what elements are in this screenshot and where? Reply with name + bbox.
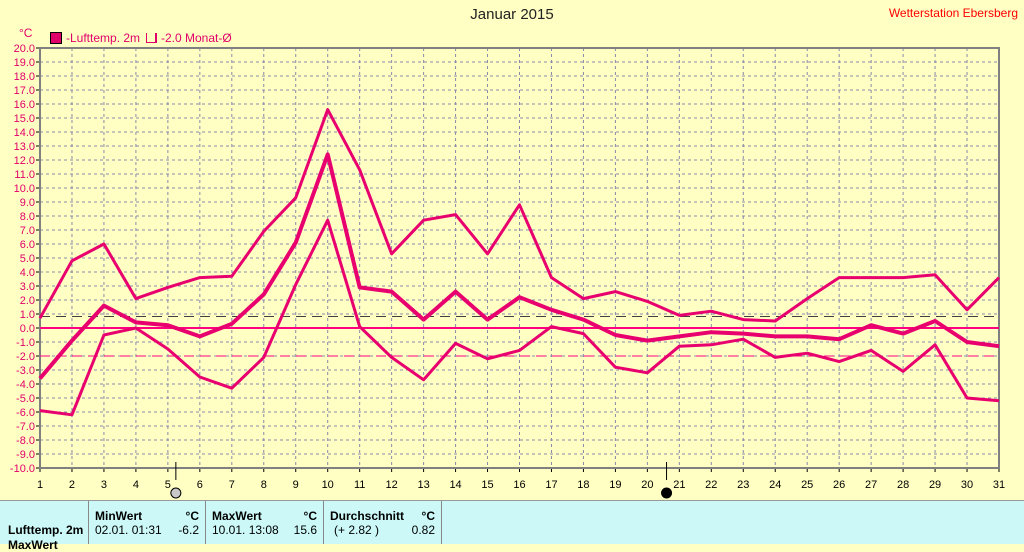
max-value: 15.6 <box>293 523 317 537</box>
x-tick-label: 20 <box>641 479 653 491</box>
row2-label: MaxWert <box>8 538 58 552</box>
y-unit: °C <box>19 26 33 40</box>
avg-diff: (+ 2.82 ) <box>334 523 380 537</box>
x-tick-label: 28 <box>897 479 909 491</box>
x-tick-label: 22 <box>705 479 717 491</box>
y-tick-label: 6.0 <box>20 239 35 251</box>
stats-table: Lufttemp. 2m MaxWert MinWert °C 02.01. 01… <box>0 500 1024 552</box>
min-time: 02.01. 01:31 <box>95 523 162 537</box>
x-tick-label: 6 <box>197 479 203 491</box>
x-tick-label: 16 <box>513 479 525 491</box>
legend-label: -Lufttemp. 2m <box>66 31 141 45</box>
y-tick-label: 7.0 <box>20 225 35 237</box>
y-tick-label: -5.0 <box>16 393 35 405</box>
y-tick-label: -2.0 <box>16 351 35 363</box>
x-tick-label: 9 <box>293 479 299 491</box>
legend-item-avg: -2.0 Monat-Ø <box>146 31 232 45</box>
x-tick-label: 27 <box>865 479 877 491</box>
y-tick-label: -4.0 <box>16 379 35 391</box>
x-tick-label: 24 <box>769 479 781 491</box>
max-unit: °C <box>303 509 317 523</box>
x-tick-label: 15 <box>481 479 493 491</box>
x-tick-label: 13 <box>417 479 429 491</box>
full-moon-icon <box>170 487 182 499</box>
x-tick-label: 3 <box>101 479 107 491</box>
y-tick-label: 4.0 <box>20 267 35 279</box>
series-line-max <box>38 108 1001 323</box>
x-tick-label: 18 <box>577 479 589 491</box>
y-tick-label: 0.0 <box>20 323 35 335</box>
x-tick-label: 25 <box>801 479 813 491</box>
y-tick-label: 2.0 <box>20 295 35 307</box>
y-tick-label: 16.0 <box>14 99 35 111</box>
avg-header: Durchschnitt <box>330 509 405 523</box>
legend-label: -2.0 Monat-Ø <box>161 31 232 45</box>
x-tick-label: 8 <box>261 479 267 491</box>
y-tick-label: -7.0 <box>16 421 35 433</box>
x-tick-label: 4 <box>133 479 139 491</box>
y-tick-label: 15.0 <box>14 113 35 125</box>
y-tick-label: 13.0 <box>14 141 35 153</box>
y-tick-label: -10.0 <box>10 463 35 475</box>
max-time: 10.01. 13:08 <box>212 523 279 537</box>
y-tick-label: 9.0 <box>20 197 35 209</box>
x-tick-label: 2 <box>69 479 75 491</box>
y-tick-label: 10.0 <box>14 183 35 195</box>
y-tick-label: -6.0 <box>16 407 35 419</box>
y-tick-label: -1.0 <box>16 337 35 349</box>
new-moon-icon <box>661 487 673 499</box>
min-value: -6.2 <box>178 523 199 537</box>
max-header: MaxWert <box>212 509 262 523</box>
legend-item-temp: -Lufttemp. 2m <box>50 31 140 45</box>
y-tick-label: 3.0 <box>20 281 35 293</box>
x-tick-label: 7 <box>229 479 235 491</box>
x-tick-label: 17 <box>545 479 557 491</box>
y-tick-label: 20.0 <box>14 43 35 55</box>
y-tick-label: 8.0 <box>20 211 35 223</box>
chart-title: Januar 2015 <box>470 6 554 23</box>
x-tick-label: 30 <box>961 479 973 491</box>
y-tick-label: 11.0 <box>14 169 35 181</box>
plot-frame <box>39 47 1000 469</box>
x-tick-label: 26 <box>833 479 845 491</box>
y-tick-label: -9.0 <box>16 449 35 461</box>
x-tick-label: 1 <box>37 479 43 491</box>
legend-swatch <box>146 33 157 43</box>
series-line-mean <box>38 152 1000 380</box>
series-line-min <box>39 218 1000 417</box>
x-tick-label: 29 <box>929 479 941 491</box>
y-tick-label: 19.0 <box>14 57 35 69</box>
station-name: Wetterstation Ebersberg <box>888 6 1018 20</box>
legend-swatch <box>50 32 62 44</box>
temperature-chart: 20.019.018.017.016.015.014.013.012.011.0… <box>10 43 1005 499</box>
x-tick-label: 14 <box>449 479 461 491</box>
y-tick-label: 18.0 <box>14 71 35 83</box>
x-tick-label: 10 <box>322 479 334 491</box>
x-tick-label: 19 <box>609 479 621 491</box>
x-tick-label: 21 <box>673 479 685 491</box>
y-tick-label: 12.0 <box>14 155 35 167</box>
y-tick-label: 17.0 <box>14 85 35 97</box>
min-unit: °C <box>185 509 199 523</box>
x-tick-label: 31 <box>993 479 1005 491</box>
avg-unit: °C <box>421 509 435 523</box>
x-tick-label: 11 <box>354 479 365 491</box>
min-header: MinWert <box>95 509 143 523</box>
x-tick-label: 12 <box>386 479 398 491</box>
y-tick-label: 14.0 <box>14 127 35 139</box>
x-tick-label: 5 <box>165 479 171 491</box>
avg-value: 0.82 <box>411 523 435 537</box>
y-tick-label: 5.0 <box>20 253 35 265</box>
y-tick-label: -3.0 <box>16 365 35 377</box>
x-tick-label: 23 <box>737 479 749 491</box>
row-label: Lufttemp. 2m <box>8 523 84 537</box>
y-tick-label: -8.0 <box>16 435 35 447</box>
y-tick-label: 1.0 <box>20 309 35 321</box>
